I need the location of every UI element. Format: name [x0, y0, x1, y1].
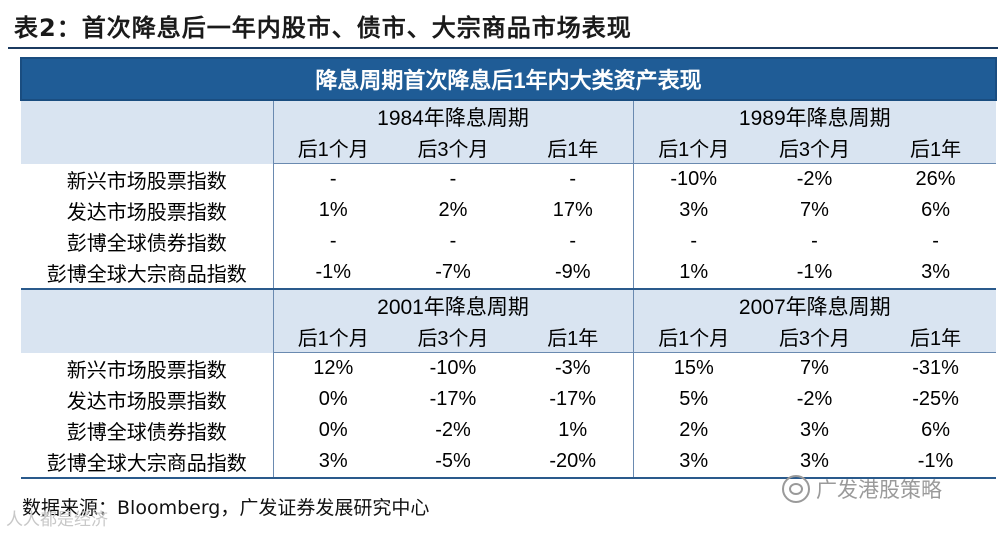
column-header: 后1年 — [875, 132, 997, 164]
table-cell: -2% — [796, 168, 833, 190]
table-cell: -1% — [875, 446, 997, 479]
column-header: 后1个月 — [632, 321, 754, 353]
row-label: 发达市场股票指数 — [21, 195, 274, 226]
table-title: 降息周期首次降息后1年内大类资产表现 — [19, 57, 998, 101]
table-cell: -25% — [912, 388, 959, 410]
table-cell: -17% — [429, 388, 477, 410]
table-cell: 3% — [754, 446, 875, 479]
table-cell: 26% — [915, 168, 956, 190]
table-cell: - — [329, 230, 337, 252]
row-label: 发达市场股票指数 — [21, 384, 274, 415]
column-header: 后3个月 — [754, 132, 875, 164]
subheader-row: 后1个月 后3个月 后1年 后1个月 后3个月 后1年 — [21, 321, 997, 353]
table-cell: - — [632, 226, 754, 257]
table-caption: 表2：首次降息后一年内股市、债市、大宗商品市场表现 — [14, 14, 632, 42]
column-header: 后3个月 — [754, 321, 875, 353]
table-cell: -10% — [429, 357, 477, 379]
row-label: 彭博全球大宗商品指数 — [21, 446, 274, 479]
table-cell: 5% — [632, 384, 754, 415]
period-label: 2001年降息周期 — [273, 288, 633, 321]
column-header: 后3个月 — [393, 132, 513, 164]
table-cell: 17% — [552, 199, 593, 221]
column-header: 后3个月 — [393, 321, 513, 353]
table-cell: 2% — [632, 415, 754, 446]
row-label: 新兴市场股票指数 — [21, 163, 274, 195]
table-cell: -2% — [435, 419, 471, 441]
row-label: 彭博全球大宗商品指数 — [21, 257, 274, 290]
table-cell: 0% — [318, 419, 348, 441]
table-cell: -31% — [912, 357, 959, 379]
table-cell: 7% — [800, 357, 829, 379]
header-blank-cell — [21, 288, 274, 353]
row-label: 彭博全球债券指数 — [21, 226, 274, 257]
table-cell: 2% — [438, 199, 468, 221]
column-header: 后1个月 — [273, 132, 393, 164]
table-row: 新兴市场股票指数 12% -10% -3% 15% 7% -31% — [21, 352, 996, 384]
table-row: 发达市场股票指数 1% 2% 17% 3% 7% 6% — [21, 195, 996, 226]
table-cell: 6% — [921, 419, 950, 441]
table-cell: 15% — [632, 352, 754, 384]
row-label: 新兴市场股票指数 — [21, 352, 274, 384]
table-row: 彭博全球债券指数 - - - - - - — [21, 226, 996, 257]
table-cell: -1% — [273, 257, 393, 290]
table-cell: - — [569, 168, 577, 190]
table-cell: 7% — [800, 199, 829, 221]
watermark-faint: 人人都是经济 — [6, 510, 108, 530]
table-row: 彭博全球大宗商品指数 -1% -7% -9% 1% -1% 3% — [21, 257, 997, 290]
period-label: 1984年降息周期 — [273, 99, 633, 132]
table-cell: - — [811, 230, 818, 252]
table-cell: 3% — [875, 257, 997, 290]
column-header: 后1个月 — [632, 132, 754, 164]
table-cell: 3% — [632, 195, 754, 226]
table-cell: - — [932, 230, 939, 252]
table-cell: -9% — [513, 257, 633, 290]
table-cell: -2% — [796, 388, 833, 410]
table-row: 发达市场股票指数 0% -17% -17% 5% -2% -25% — [21, 384, 996, 415]
wechat-icon — [782, 475, 810, 503]
column-header: 后1个月 — [273, 321, 393, 353]
table-row: 新兴市场股票指数 - - - -10% -2% 26% — [21, 163, 996, 195]
caption-divider — [8, 47, 998, 49]
column-header: 后1年 — [513, 321, 633, 353]
table-cell: -20% — [513, 446, 633, 479]
table-cell: 1% — [632, 257, 754, 290]
period-label: 2007年降息周期 — [632, 288, 997, 321]
table-cell: 1% — [318, 199, 348, 221]
subheader-row: 后1个月 后3个月 后1年 后1个月 后3个月 后1年 — [21, 132, 997, 164]
period-header-row: 1984年降息周期 1989年降息周期 — [21, 99, 997, 164]
source-note: 数据来源：Bloomberg，广发证券发展研究中心 — [22, 497, 430, 519]
table-cell: - — [329, 168, 337, 190]
asset-performance-table: 降息周期首次降息后1年内大类资产表现 1984年降息周期 1989年降息周期 后… — [19, 57, 998, 479]
table-cell: -1% — [754, 257, 875, 290]
table-cell: -10% — [632, 163, 754, 195]
watermark-text: 广发港股策略 — [816, 478, 942, 502]
table-row: 彭博全球债券指数 0% -2% 1% 2% 3% 6% — [21, 415, 996, 446]
header-blank-cell — [21, 99, 274, 164]
table-row: 彭博全球大宗商品指数 3% -5% -20% 3% 3% -1% — [21, 446, 997, 479]
table-title-row: 降息周期首次降息后1年内大类资产表现 — [19, 57, 998, 101]
period-label: 1989年降息周期 — [632, 99, 997, 132]
table-cell: 12% — [313, 357, 354, 379]
column-header: 后1年 — [875, 321, 997, 353]
column-header: 后1年 — [513, 132, 633, 164]
table-cell: 3% — [273, 446, 393, 479]
table-cell: - — [569, 230, 577, 252]
period-header-row: 2001年降息周期 2007年降息周期 — [21, 288, 997, 353]
table-cell: 3% — [632, 446, 754, 479]
table-cell: - — [449, 168, 457, 190]
table-cell: 1% — [558, 419, 588, 441]
table-cell: -17% — [549, 388, 597, 410]
table-cell: -7% — [393, 257, 513, 290]
row-label: 彭博全球债券指数 — [21, 415, 274, 446]
table-cell: -5% — [393, 446, 513, 479]
table-cell: -3% — [554, 357, 591, 379]
table-cell: 0% — [318, 388, 348, 410]
table-cell: - — [449, 230, 457, 252]
table-cell: 6% — [921, 199, 950, 221]
table-cell: 3% — [800, 419, 829, 441]
watermark-brand: 广发港股策略 — [782, 474, 942, 504]
